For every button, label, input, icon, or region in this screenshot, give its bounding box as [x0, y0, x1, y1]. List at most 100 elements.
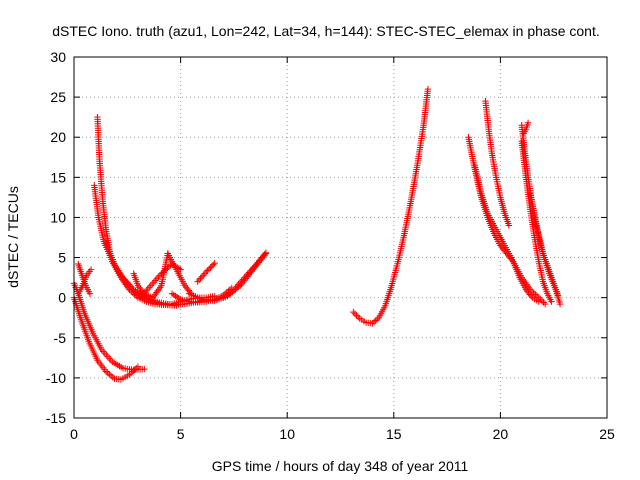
data-point — [162, 266, 170, 273]
data-point — [354, 313, 362, 321]
x-tick-label: 20 — [493, 426, 509, 442]
data-point — [146, 284, 153, 291]
data-point — [101, 350, 108, 357]
data-point — [260, 252, 267, 260]
data-point — [210, 261, 217, 268]
plot-frame — [73, 56, 608, 419]
data-point — [149, 280, 156, 288]
y-tick-label: 15 — [50, 169, 66, 185]
x-tick-label: 15 — [386, 426, 402, 442]
data-point — [107, 372, 115, 380]
data-point — [200, 272, 207, 279]
data-point — [182, 284, 190, 291]
data-point — [353, 312, 360, 319]
data-series — [471, 162, 549, 308]
data-point — [370, 318, 378, 326]
data-series — [194, 259, 218, 285]
data-point — [204, 267, 211, 274]
data-point — [254, 259, 262, 266]
chart-title: dSTEC Iono. truth (azu1, Lon=242, Lat=34… — [52, 23, 599, 39]
y-tick-label: -10 — [46, 370, 66, 386]
data-point — [106, 371, 113, 378]
data-point — [198, 273, 206, 281]
data-series — [520, 119, 532, 137]
data-point — [136, 284, 143, 291]
data-point — [201, 270, 208, 277]
data-series — [527, 190, 564, 308]
data-point — [253, 260, 260, 268]
y-tick-label: 30 — [50, 49, 66, 65]
data-point — [256, 257, 263, 264]
data-point — [141, 365, 148, 373]
x-tick-label: 25 — [599, 426, 615, 442]
x-tick-label: 5 — [177, 426, 185, 442]
data-point — [532, 291, 539, 298]
data-point — [205, 265, 213, 273]
data-series — [518, 138, 555, 305]
data-point — [159, 269, 167, 276]
data-point — [165, 263, 173, 270]
x-tick-label: 0 — [70, 426, 78, 442]
data-point — [372, 317, 379, 324]
data-series — [164, 250, 195, 297]
data-series — [70, 294, 142, 383]
data-point — [177, 266, 184, 273]
data-point — [184, 285, 191, 293]
y-tick-label: 20 — [50, 129, 66, 145]
data-point — [505, 222, 513, 229]
data-point — [195, 276, 203, 284]
data-point — [535, 294, 542, 301]
data-point — [147, 282, 154, 289]
data-point — [164, 264, 171, 272]
data-point — [194, 278, 201, 285]
data-point — [499, 245, 507, 252]
data-point — [261, 251, 268, 258]
data-point — [537, 296, 544, 303]
data-point — [207, 264, 214, 271]
data-point — [104, 353, 112, 360]
data-point — [524, 119, 532, 126]
data-point — [158, 270, 165, 277]
data-point — [152, 277, 159, 284]
data-series — [136, 260, 184, 301]
data-point — [540, 299, 547, 306]
data-point — [262, 249, 270, 256]
data-point — [351, 310, 359, 317]
x-axis-title: GPS time / hours of day 348 of year 2011 — [212, 458, 469, 474]
y-tick-label: 25 — [50, 89, 66, 105]
data-point — [252, 262, 259, 269]
data-point — [144, 285, 151, 293]
data-point — [374, 315, 381, 323]
data-point — [86, 290, 94, 297]
x-tick-label: 10 — [279, 426, 295, 442]
data-point — [161, 267, 168, 275]
y-tick-label: 10 — [50, 209, 66, 225]
data-point — [369, 320, 376, 327]
data-point — [527, 292, 535, 300]
gridlines — [74, 57, 607, 418]
data-point — [211, 259, 218, 267]
data-series — [482, 97, 513, 229]
axis-ticks — [73, 56, 608, 419]
data-series — [220, 249, 270, 301]
data-series — [350, 85, 432, 327]
data-point — [104, 369, 111, 377]
data-point — [257, 255, 264, 263]
data-point — [541, 300, 549, 308]
data-series — [75, 290, 148, 374]
data-point — [548, 298, 555, 305]
data-point — [208, 262, 216, 270]
data-point — [137, 285, 144, 293]
data-point — [109, 374, 117, 381]
data-point — [556, 300, 564, 308]
data-point — [424, 85, 432, 93]
data-point — [181, 282, 189, 289]
data-point — [538, 297, 546, 305]
y-tick-label: -15 — [46, 410, 66, 426]
y-tick-label: -5 — [54, 330, 67, 346]
y-axis-title: dSTEC / TECUs — [5, 186, 21, 288]
y-tick-label: 0 — [58, 290, 66, 306]
data-series — [75, 260, 94, 297]
data-point — [350, 308, 357, 316]
